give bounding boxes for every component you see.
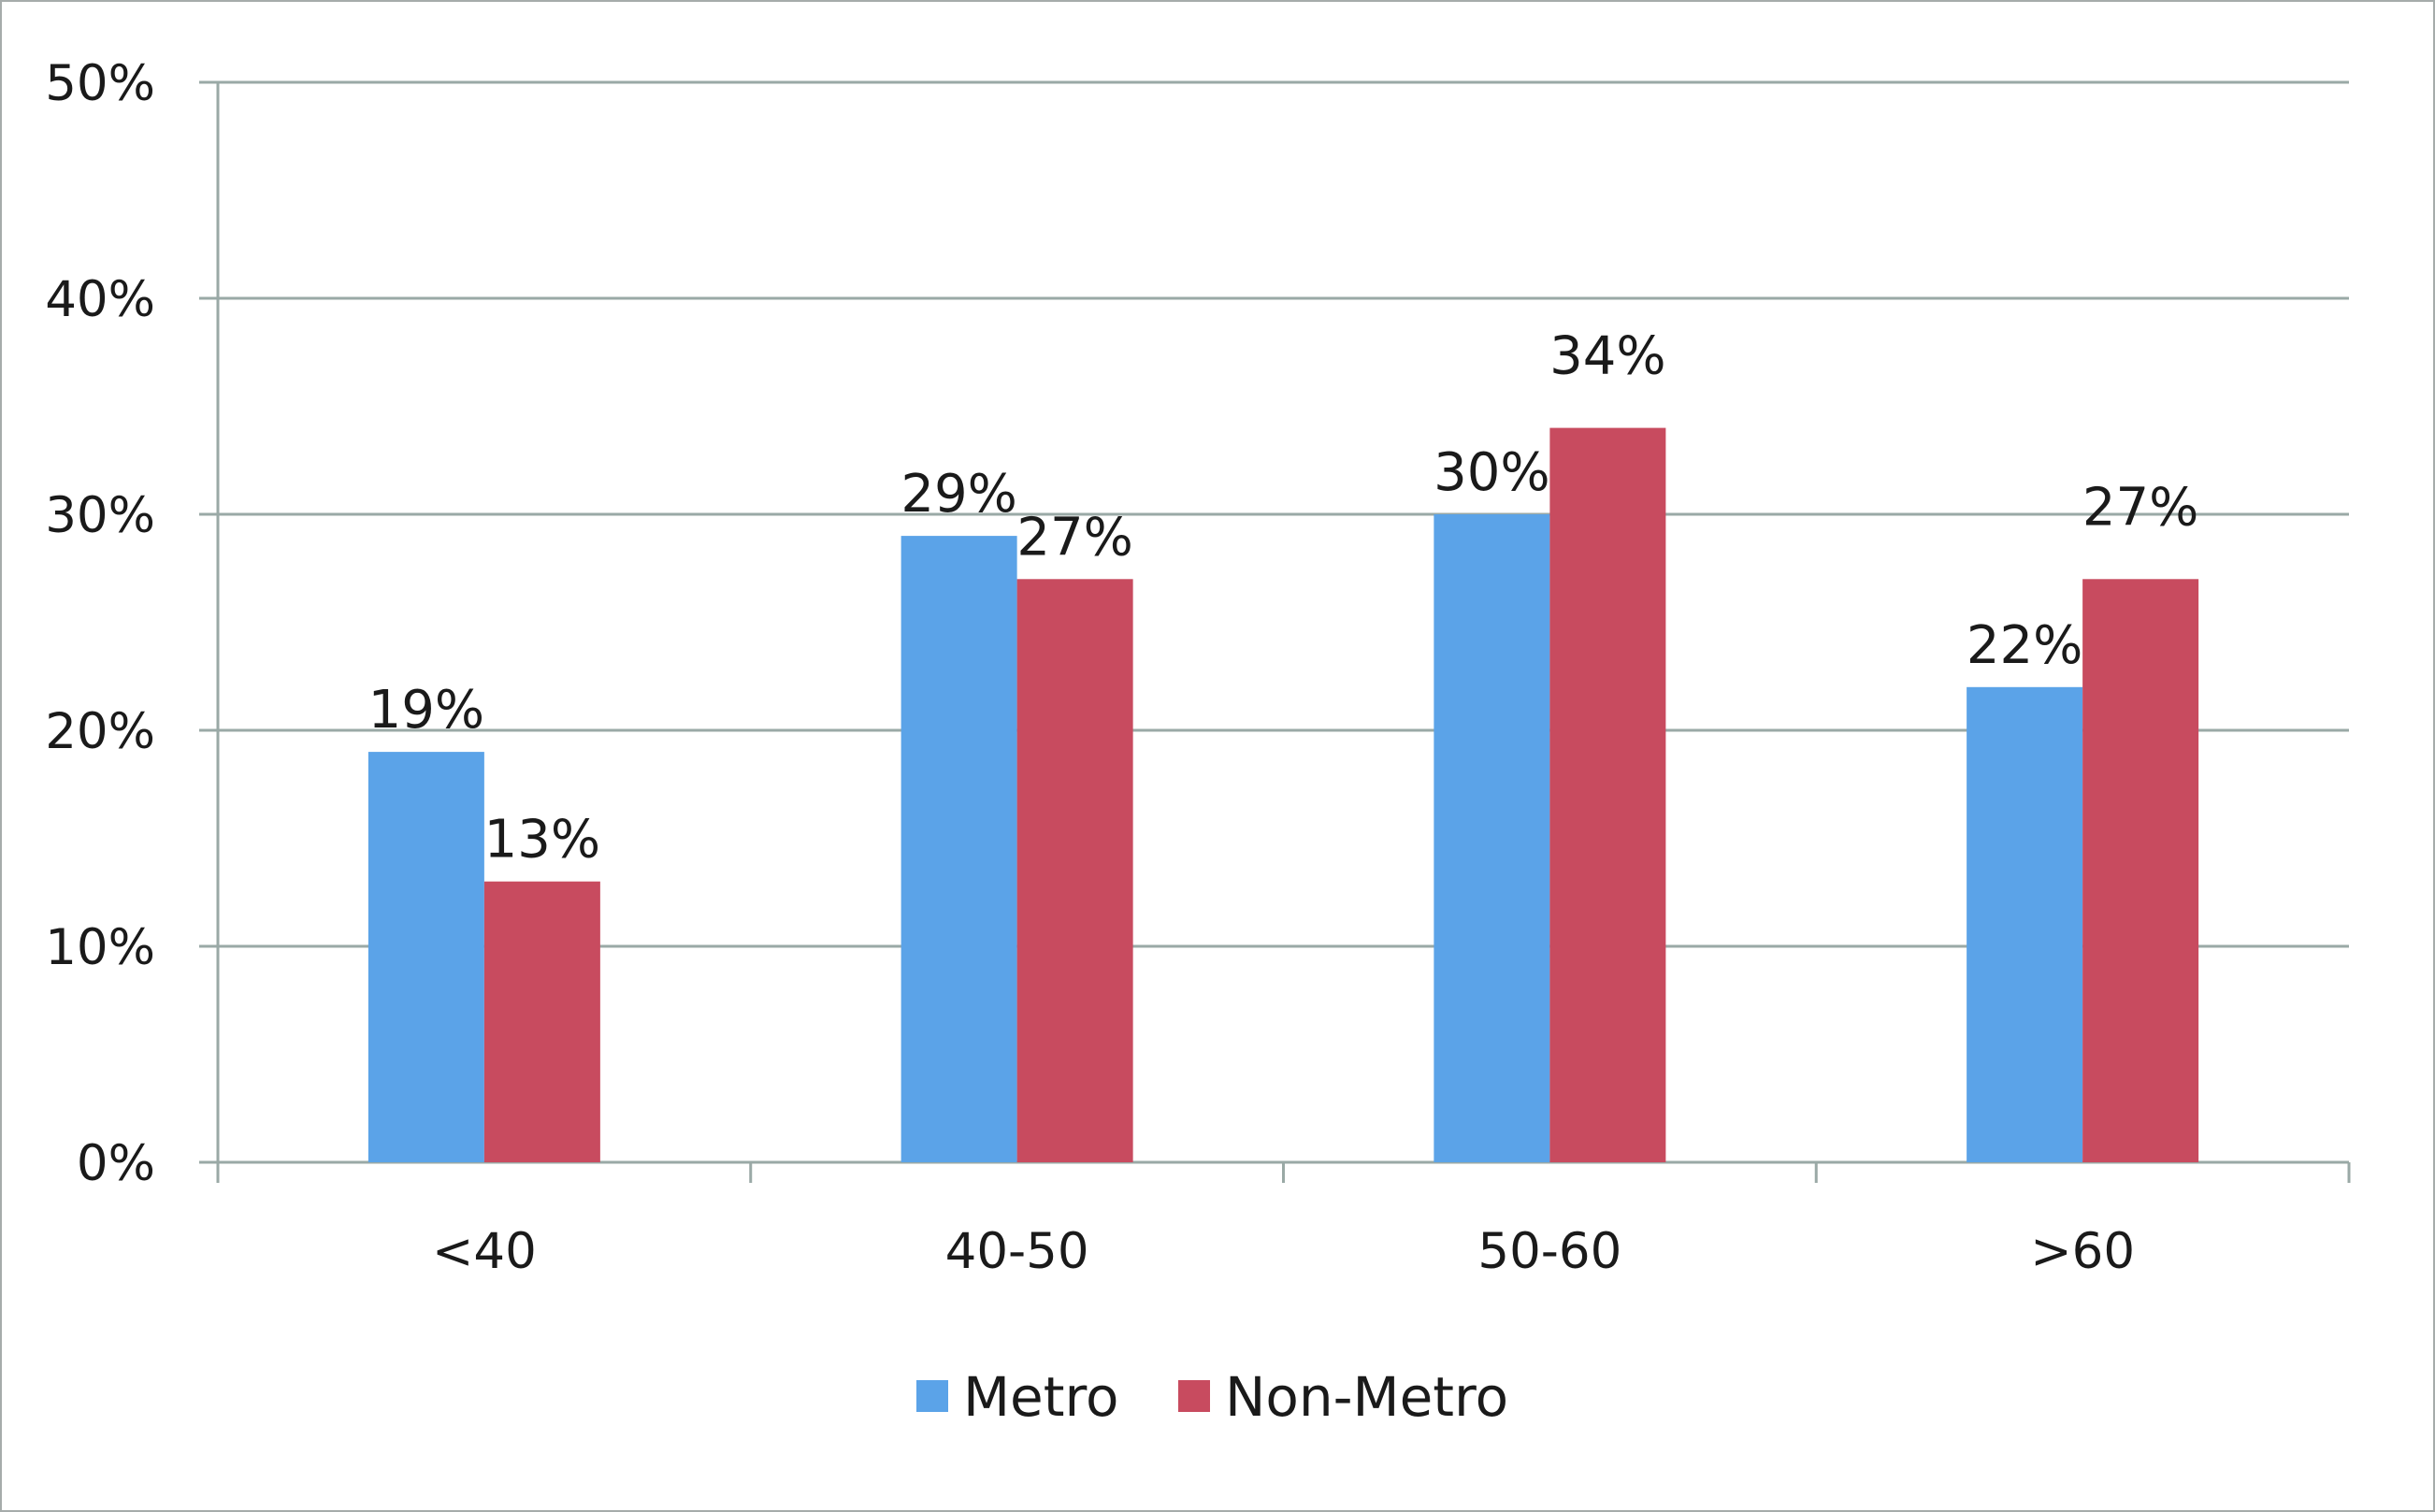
y-tick-label: 20% xyxy=(45,703,155,760)
legend: Metro Non-Metro xyxy=(916,1365,1508,1429)
bar-metro-2 xyxy=(1434,514,1550,1162)
y-tick-label: 10% xyxy=(45,919,155,976)
data-label: 27% xyxy=(2082,477,2198,538)
data-labels: 19% 29% 30% 22% 13% 27% 34% 27% xyxy=(368,326,2199,871)
bar-non-metro-0 xyxy=(483,881,600,1162)
data-label: 19% xyxy=(368,680,484,741)
bar-metro-3 xyxy=(1967,686,2083,1162)
legend-label: Metro xyxy=(963,1365,1119,1429)
legend-label: Non-Metro xyxy=(1225,1365,1508,1429)
bar-non-metro-2 xyxy=(1549,427,1666,1163)
y-tick-label: 50% xyxy=(45,55,155,112)
y-tick-label: 40% xyxy=(45,271,155,328)
data-label: 30% xyxy=(1434,442,1549,503)
x-tick-label: <40 xyxy=(432,1223,537,1280)
data-label: 27% xyxy=(1016,507,1132,568)
bar-metro-0 xyxy=(367,752,484,1162)
x-tick-label: 40-50 xyxy=(945,1223,1089,1280)
legend-swatch-non-metro xyxy=(1178,1380,1210,1412)
bar-metro-1 xyxy=(901,536,1017,1162)
bars xyxy=(367,427,2199,1163)
data-label: 13% xyxy=(484,810,600,871)
data-label: 34% xyxy=(1549,326,1665,387)
bar-non-metro-1 xyxy=(1016,579,1133,1162)
x-tick-label: >60 xyxy=(2030,1223,2135,1280)
data-label: 22% xyxy=(1967,615,2082,676)
y-tick-label: 30% xyxy=(45,487,155,544)
x-tick-label: 50-60 xyxy=(1477,1223,1621,1280)
data-label: 29% xyxy=(901,464,1016,525)
legend-swatch-metro xyxy=(916,1380,948,1412)
bar-non-metro-3 xyxy=(2082,579,2199,1162)
y-tick-label: 0% xyxy=(77,1135,155,1192)
